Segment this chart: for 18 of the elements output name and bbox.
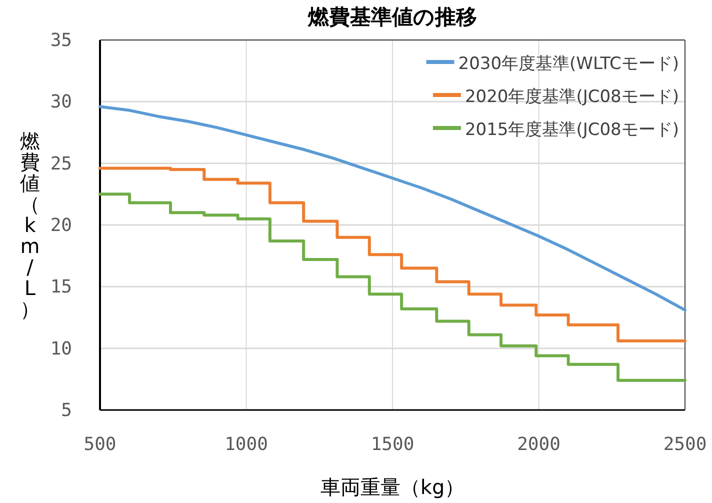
x-tick-label: 2000 [517, 434, 560, 455]
chart-title: 燃費基準値の推移 [307, 5, 477, 29]
text: 燃費値（km/L） [20, 129, 40, 321]
legend-label: 2015年度基準(JC08モード) [464, 120, 679, 140]
y-tick-label: 25 [50, 153, 72, 174]
y-tick-label: 10 [50, 338, 72, 360]
legend-label: 2020年度基準(JC08モード) [464, 87, 679, 107]
legend-label: 2030年度基準(WLTCモード) [458, 54, 679, 74]
y-tick-label: 5 [61, 400, 72, 421]
x-tick-label: 500 [84, 434, 116, 455]
x-tick-label: 2500 [663, 434, 707, 455]
y-tick-label: 30 [50, 92, 72, 113]
x-tick-label: 1500 [370, 434, 414, 455]
y-tick-label: 20 [50, 215, 72, 236]
x-axis-title: 車両重量（kg） [320, 475, 465, 499]
y-tick-label: 35 [50, 30, 72, 51]
x-tick-label: 1000 [224, 434, 268, 455]
y-tick-label: 15 [50, 276, 72, 298]
